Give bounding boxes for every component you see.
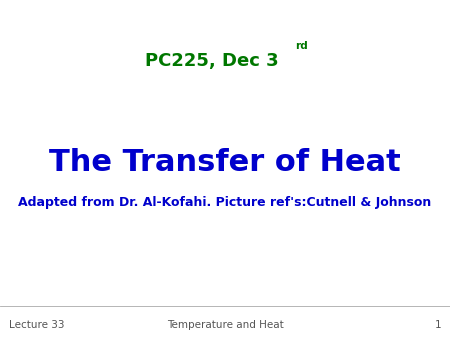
Text: 1: 1 xyxy=(434,319,441,330)
Text: Lecture 33: Lecture 33 xyxy=(9,319,64,330)
Text: rd: rd xyxy=(295,41,307,51)
Text: Adapted from Dr. Al-Kofahi. Picture ref's:Cutnell & Johnson: Adapted from Dr. Al-Kofahi. Picture ref'… xyxy=(18,196,432,209)
Text: Temperature and Heat: Temperature and Heat xyxy=(166,319,284,330)
Text: PC225, Dec 3: PC225, Dec 3 xyxy=(145,52,278,70)
Text: The Transfer of Heat: The Transfer of Heat xyxy=(49,148,401,177)
